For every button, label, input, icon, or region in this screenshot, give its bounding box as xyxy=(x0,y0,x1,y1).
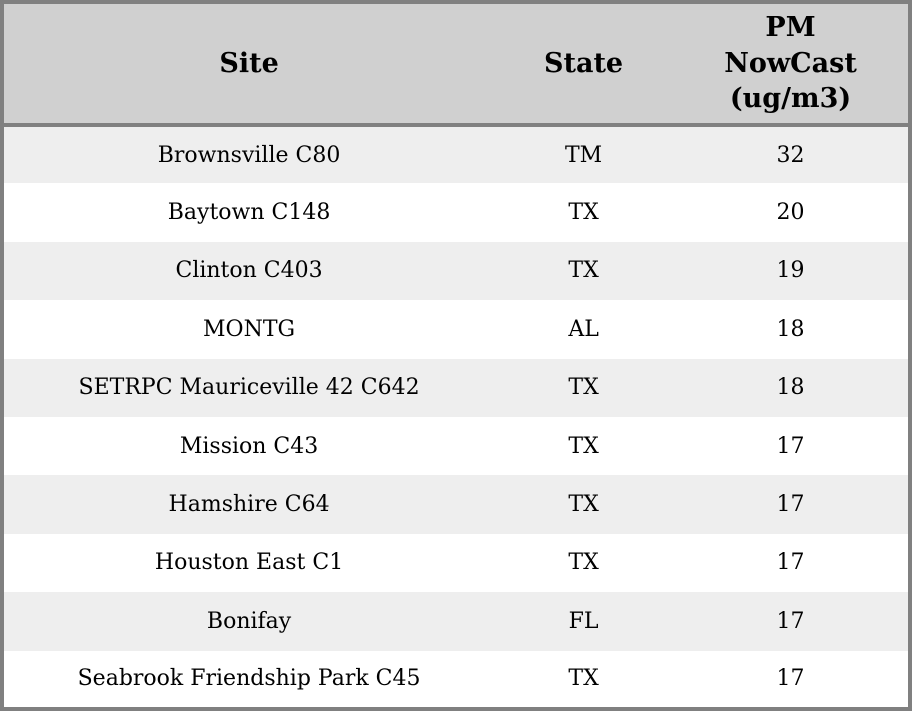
site-cell: Houston East C1 xyxy=(154,550,344,576)
state-cell: TX xyxy=(568,200,599,226)
site-cell: Seabrook Friendship Park C45 xyxy=(77,666,421,692)
site-cell: Bonifay xyxy=(206,608,292,634)
table-row: Seabrook Friendship Park C45 TX 17 xyxy=(2,650,910,709)
state-cell: TX xyxy=(568,550,599,576)
pm-value-cell: 17 xyxy=(776,550,805,576)
table-row: Houston East C1 TX 17 xyxy=(2,533,910,593)
column-header-pm-nowcast-label: PM NowCast (ug/m3) xyxy=(724,12,857,115)
site-cell: Brownsville C80 xyxy=(157,142,341,168)
state-cell: TM xyxy=(564,142,603,168)
site-cell: Baytown C148 xyxy=(167,200,331,226)
pm-value-cell: 32 xyxy=(776,142,805,168)
pm-value-cell: 20 xyxy=(776,200,805,226)
column-header-pm-nowcast: PM NowCast (ug/m3) xyxy=(673,2,910,127)
pm-value-cell: 19 xyxy=(776,258,805,284)
pm-value-cell: 18 xyxy=(776,375,805,401)
table-row: SETRPC Mauriceville 42 C642 TX 18 xyxy=(2,358,910,417)
table-body: Brownsville C80 TM 32 Baytown C148 TX 20… xyxy=(2,125,910,709)
state-cell: TX xyxy=(568,666,599,692)
table-row: Bonifay FL 17 xyxy=(2,592,910,651)
state-cell: AL xyxy=(568,316,599,342)
site-cell: SETRPC Mauriceville 42 C642 xyxy=(78,375,420,401)
site-cell: Mission C43 xyxy=(179,433,319,459)
state-cell: TX xyxy=(568,492,599,518)
table-row: Baytown C148 TX 20 xyxy=(2,183,910,242)
pm-value-cell: 17 xyxy=(776,666,805,692)
table-row: MONTG AL 18 xyxy=(2,300,910,359)
state-cell: TX xyxy=(568,375,599,401)
pm-value-cell: 17 xyxy=(776,492,805,518)
site-cell: Clinton C403 xyxy=(175,258,323,284)
state-cell: TX xyxy=(568,433,599,459)
state-cell: TX xyxy=(568,258,599,284)
pm-value-cell: 18 xyxy=(776,316,805,342)
site-cell: MONTG xyxy=(203,316,296,342)
table-row: Brownsville C80 TM 32 xyxy=(2,125,910,184)
header-row: Site State PM NowCast (ug/m3) xyxy=(2,2,910,127)
state-cell: FL xyxy=(568,608,599,634)
site-cell: Hamshire C64 xyxy=(168,492,330,518)
table-row: Mission C43 TX 17 xyxy=(2,416,910,476)
pm-value-cell: 17 xyxy=(776,433,805,459)
pm-value-cell: 17 xyxy=(776,608,805,634)
table-row: Hamshire C64 TX 17 xyxy=(2,475,910,534)
column-header-site: Site xyxy=(2,2,495,127)
column-header-state: State xyxy=(494,2,673,127)
table-header: Site State PM NowCast (ug/m3) xyxy=(2,2,910,127)
table-row: Clinton C403 TX 19 xyxy=(2,241,910,301)
